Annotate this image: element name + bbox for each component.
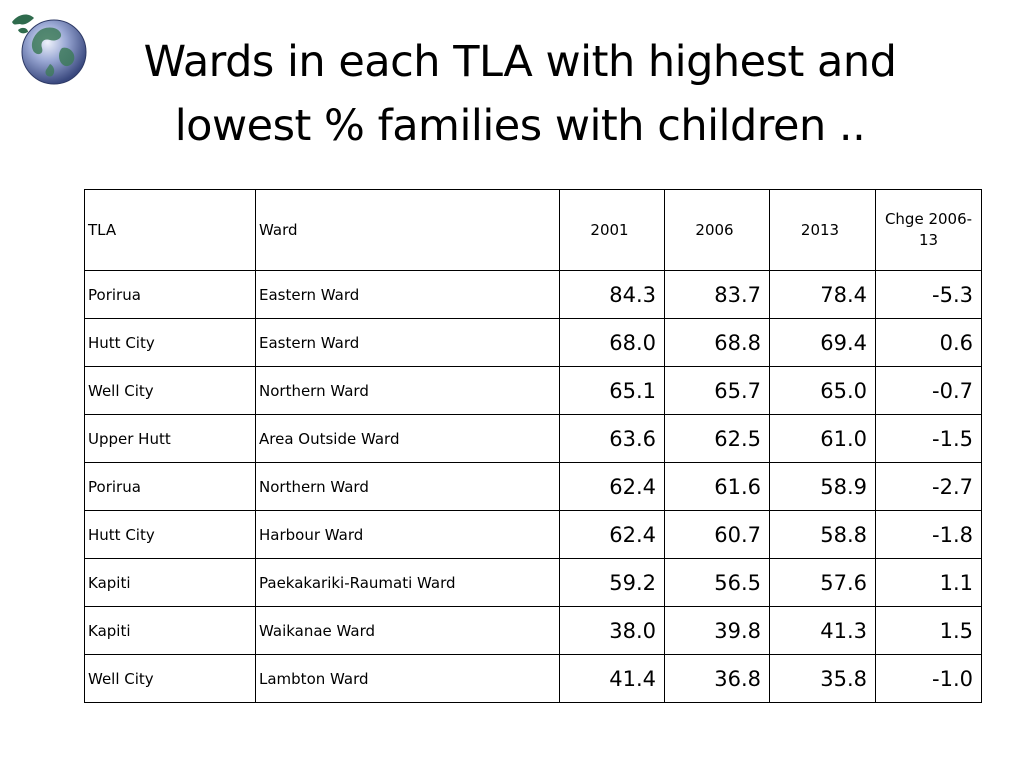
cell-2001: 68.0 [559, 318, 665, 367]
cell-change: -0.7 [875, 366, 982, 415]
cell-tla: Porirua [84, 270, 256, 319]
cell-2001: 62.4 [559, 510, 665, 559]
cell-2013: 41.3 [769, 606, 876, 655]
wards-table: TLA Ward 2001 2006 2013 Chge 2006-13 Por… [84, 189, 982, 703]
table-row: Well City Northern Ward 65.1 65.7 65.0 -… [84, 366, 982, 415]
table-row: Hutt City Harbour Ward 62.4 60.7 58.8 -1… [84, 510, 982, 559]
cell-tla: Hutt City [84, 510, 256, 559]
cell-change: 1.1 [875, 558, 982, 607]
header-ward: Ward [255, 189, 560, 271]
cell-tla: Kapiti [84, 558, 256, 607]
header-change: Chge 2006-13 [875, 189, 982, 271]
cell-change: 1.5 [875, 606, 982, 655]
cell-ward: Harbour Ward [255, 510, 560, 559]
cell-ward: Waikanae Ward [255, 606, 560, 655]
table-row: Upper Hutt Area Outside Ward 63.6 62.5 6… [84, 414, 982, 463]
cell-2006: 36.8 [664, 654, 770, 703]
cell-ward: Eastern Ward [255, 270, 560, 319]
cell-ward: Northern Ward [255, 366, 560, 415]
cell-ward: Lambton Ward [255, 654, 560, 703]
table-row: Kapiti Waikanae Ward 38.0 39.8 41.3 1.5 [84, 606, 982, 655]
cell-tla: Well City [84, 654, 256, 703]
cell-2006: 61.6 [664, 462, 770, 511]
cell-ward: Paekakariki-Raumati Ward [255, 558, 560, 607]
cell-2006: 60.7 [664, 510, 770, 559]
cell-change: -2.7 [875, 462, 982, 511]
cell-2013: 78.4 [769, 270, 876, 319]
cell-tla: Hutt City [84, 318, 256, 367]
table-row: Porirua Northern Ward 62.4 61.6 58.9 -2.… [84, 462, 982, 511]
cell-2001: 59.2 [559, 558, 665, 607]
cell-2001: 63.6 [559, 414, 665, 463]
cell-change: -1.0 [875, 654, 982, 703]
cell-2006: 65.7 [664, 366, 770, 415]
cell-2013: 69.4 [769, 318, 876, 367]
cell-change: 0.6 [875, 318, 982, 367]
cell-2006: 56.5 [664, 558, 770, 607]
cell-2001: 62.4 [559, 462, 665, 511]
cell-2013: 35.8 [769, 654, 876, 703]
cell-change: -1.5 [875, 414, 982, 463]
table-header-row: TLA Ward 2001 2006 2013 Chge 2006-13 [84, 189, 982, 271]
cell-2001: 38.0 [559, 606, 665, 655]
header-2013: 2013 [769, 189, 876, 271]
cell-2001: 84.3 [559, 270, 665, 319]
cell-2013: 61.0 [769, 414, 876, 463]
table-row: Hutt City Eastern Ward 68.0 68.8 69.4 0.… [84, 318, 982, 367]
cell-2013: 65.0 [769, 366, 876, 415]
header-tla: TLA [84, 189, 256, 271]
cell-ward: Eastern Ward [255, 318, 560, 367]
table-row: Porirua Eastern Ward 84.3 83.7 78.4 -5.3 [84, 270, 982, 319]
cell-tla: Upper Hutt [84, 414, 256, 463]
header-2006: 2006 [664, 189, 770, 271]
cell-ward: Northern Ward [255, 462, 560, 511]
cell-ward: Area Outside Ward [255, 414, 560, 463]
cell-change: -1.8 [875, 510, 982, 559]
table-row: Well City Lambton Ward 41.4 36.8 35.8 -1… [84, 654, 982, 703]
cell-2001: 41.4 [559, 654, 665, 703]
title-line-2: lowest % families with children .. [174, 101, 866, 151]
cell-2013: 58.9 [769, 462, 876, 511]
cell-2013: 58.8 [769, 510, 876, 559]
cell-tla: Porirua [84, 462, 256, 511]
cell-2006: 39.8 [664, 606, 770, 655]
globe-icon [12, 14, 87, 85]
cell-tla: Well City [84, 366, 256, 415]
slide-title: Wards in each TLA with highest and lowes… [60, 30, 980, 158]
cell-2013: 57.6 [769, 558, 876, 607]
cell-2006: 83.7 [664, 270, 770, 319]
cell-tla: Kapiti [84, 606, 256, 655]
header-2001: 2001 [559, 189, 665, 271]
title-line-1: Wards in each TLA with highest and [143, 37, 897, 87]
cell-change: -5.3 [875, 270, 982, 319]
table-row: Kapiti Paekakariki-Raumati Ward 59.2 56.… [84, 558, 982, 607]
cell-2006: 62.5 [664, 414, 770, 463]
cell-2006: 68.8 [664, 318, 770, 367]
cell-2001: 65.1 [559, 366, 665, 415]
